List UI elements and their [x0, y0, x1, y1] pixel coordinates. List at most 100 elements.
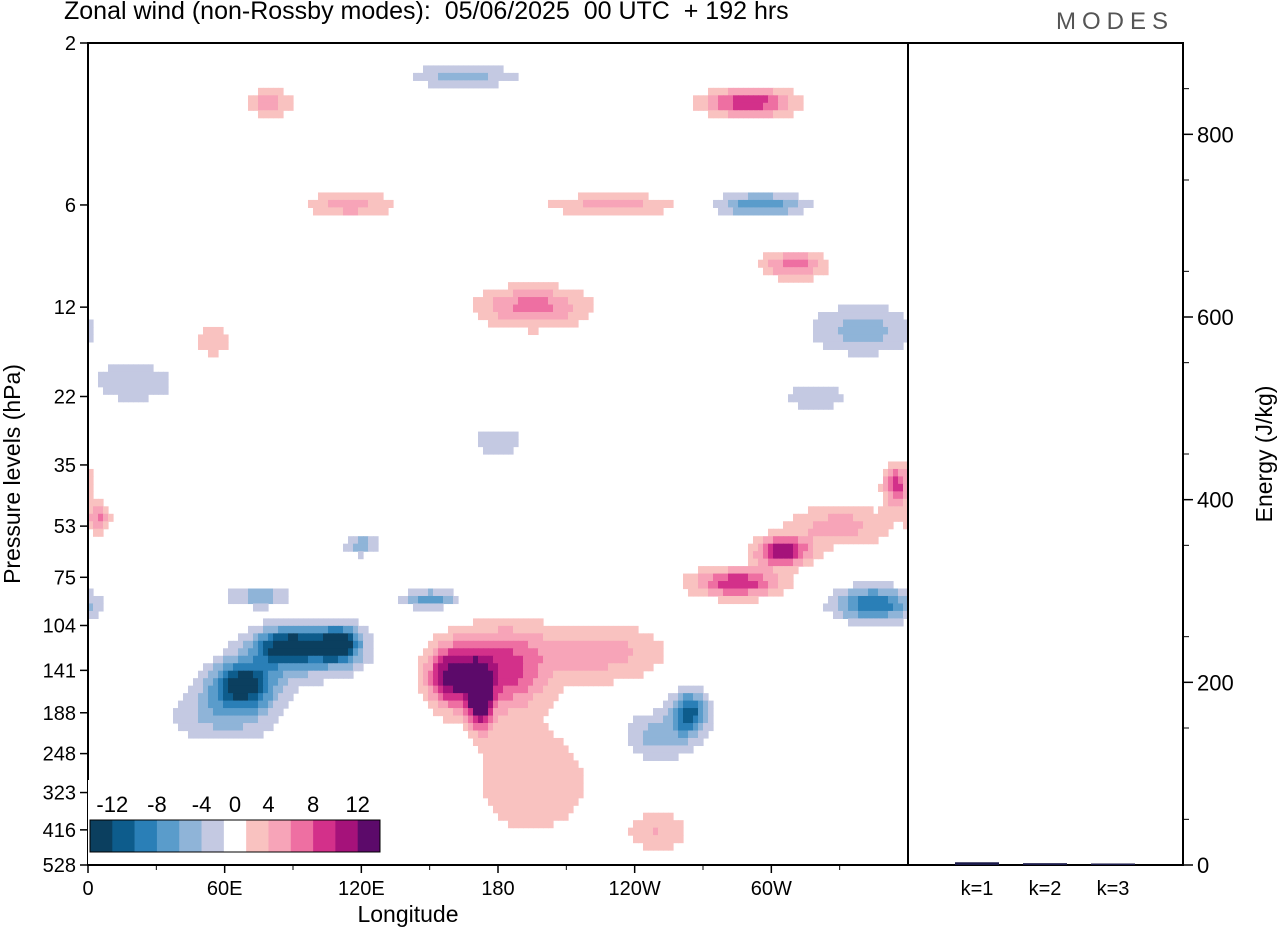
heatmap-cell — [658, 207, 664, 216]
heatmap-cell — [713, 581, 719, 590]
heatmap-cell — [583, 640, 589, 649]
heatmap-cell — [903, 468, 909, 478]
heatmap-cell — [418, 670, 424, 679]
heatmap-cell — [443, 655, 449, 664]
heatmap-cell — [493, 640, 499, 649]
heatmap-cell — [543, 737, 549, 747]
heatmap-cell — [778, 192, 784, 201]
heatmap-cell — [248, 730, 254, 739]
heatmap-cell — [668, 700, 674, 709]
heatmap-cell — [833, 521, 839, 530]
heatmap-cell — [543, 304, 549, 313]
heatmap-cell — [498, 655, 504, 664]
heatmap-cell — [483, 431, 489, 440]
heatmap-cell — [618, 648, 624, 657]
heatmap-cell — [683, 723, 689, 732]
heatmap-cell — [368, 199, 374, 208]
heatmap-cell — [523, 760, 529, 769]
heatmap-cell — [258, 663, 264, 672]
heatmap-cell — [98, 521, 104, 530]
heatmap-cell — [548, 752, 554, 761]
heatmap-cell — [693, 693, 699, 702]
heatmap-cell — [208, 326, 214, 336]
heatmap-cell — [793, 536, 799, 545]
heatmap-cell — [553, 797, 559, 806]
heatmap-cell — [258, 87, 264, 96]
legend-swatch — [335, 820, 358, 852]
heatmap-cell — [668, 827, 674, 836]
heatmap-cell — [653, 199, 659, 208]
heatmap-cell — [563, 663, 569, 672]
heatmap-cell — [128, 394, 134, 403]
heatmap-cell — [558, 745, 564, 754]
heatmap-cell — [668, 715, 674, 724]
heatmap-cell — [433, 633, 439, 642]
heatmap-cell — [688, 700, 694, 709]
heatmap-cell — [498, 715, 504, 724]
heatmap-cell — [488, 640, 494, 649]
heatmap-cell — [383, 199, 389, 208]
heatmap-cell — [128, 386, 134, 395]
heatmap-cell — [883, 483, 889, 492]
heatmap-cell — [788, 192, 794, 201]
legend-swatch — [90, 820, 113, 852]
heatmap-cell — [728, 199, 734, 208]
heatmap-cell — [203, 723, 209, 732]
heatmap-cell — [503, 625, 509, 634]
heatmap-cell — [503, 723, 509, 732]
heatmap-cell — [618, 633, 624, 642]
heatmap-cell — [493, 708, 499, 717]
heatmap-cell — [898, 506, 904, 515]
heatmap-cell — [458, 670, 464, 679]
heatmap-cell — [853, 349, 859, 358]
heatmap-cell — [843, 610, 849, 619]
heatmap-cell — [708, 581, 714, 590]
heatmap-cell — [278, 87, 284, 96]
heatmap-cell — [873, 304, 879, 313]
heatmap-cell — [598, 207, 604, 216]
heatmap-cell — [658, 723, 664, 732]
heatmap-cell — [758, 259, 764, 268]
heatmap-cell — [523, 319, 529, 328]
heatmap-cell — [728, 192, 734, 201]
heatmap-cell — [568, 775, 574, 784]
heatmap-cell — [758, 573, 764, 582]
heatmap-cell — [573, 289, 579, 298]
heatmap-cell — [628, 827, 634, 836]
heatmap-cell — [203, 685, 209, 694]
heatmap-cell — [498, 72, 504, 81]
heatmap-cell — [233, 730, 239, 739]
heatmap-cell — [848, 588, 854, 597]
heatmap-cell — [608, 678, 614, 687]
heatmap-cell — [773, 110, 779, 119]
heatmap-cell — [538, 640, 544, 649]
heatmap-cell — [283, 588, 289, 597]
heatmap-cell — [433, 655, 439, 664]
heatmap-cell — [323, 640, 329, 649]
heatmap-cell — [228, 685, 234, 694]
heatmap-cell — [478, 670, 484, 679]
heatmap-cell — [478, 678, 484, 687]
heatmap-cell — [813, 267, 819, 276]
heatmap-cell — [263, 670, 269, 679]
heatmap-cell — [253, 663, 259, 672]
heatmap-cell — [458, 65, 464, 74]
heatmap-cell — [458, 655, 464, 664]
heatmap-cell — [648, 737, 654, 747]
heatmap-cell — [353, 536, 359, 545]
heatmap-cell — [783, 558, 789, 567]
heatmap-cell — [203, 326, 209, 336]
heatmap-cell — [903, 483, 909, 492]
heatmap-cell — [698, 685, 704, 694]
heatmap-cell — [718, 95, 724, 104]
heatmap-cell — [798, 102, 804, 111]
heatmap-cell — [213, 693, 219, 702]
legend-swatch — [223, 820, 247, 852]
heatmap-cell — [188, 723, 194, 732]
heatmap-cell — [433, 693, 439, 702]
heatmap-cell — [123, 379, 129, 388]
heatmap-cell — [493, 805, 499, 814]
heatmap-cell — [508, 737, 514, 747]
heatmap-cell — [488, 700, 494, 709]
heatmap-cell — [628, 723, 634, 732]
